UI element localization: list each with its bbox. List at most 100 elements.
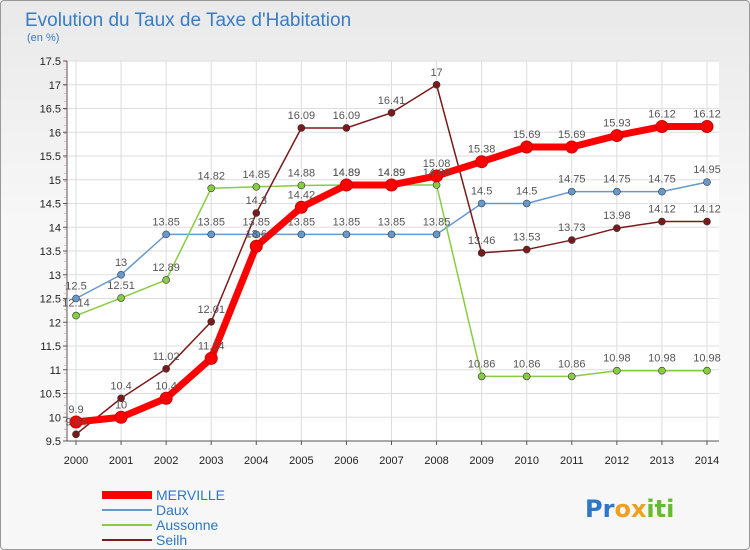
data-label: 16.09: [288, 110, 316, 122]
data-point-aussonne: [297, 181, 306, 190]
data-point-merville: [565, 140, 579, 154]
data-point-seilh: [658, 217, 666, 226]
x-tick-label: 2004: [244, 455, 268, 467]
data-point-daux: [387, 230, 396, 239]
data-point-merville: [69, 415, 83, 429]
data-label: 14.88: [288, 167, 316, 179]
data-label: 13.73: [558, 222, 586, 234]
data-label: 15.38: [468, 144, 496, 156]
logo-letter: o: [614, 495, 631, 523]
series-lines: [69, 80, 714, 439]
data-point-seilh: [613, 224, 621, 232]
data-point-seilh: [342, 124, 351, 132]
data-label: 14.75: [648, 174, 676, 186]
data-point-merville: [655, 120, 669, 134]
data-point-daux: [207, 230, 216, 239]
y-tick-label: 16.5: [40, 104, 61, 116]
data-point-merville: [700, 120, 714, 134]
data-label: 16.12: [693, 109, 721, 121]
data-label: 14.82: [197, 170, 225, 182]
logo-letter: i: [646, 495, 654, 523]
data-point-merville: [249, 239, 263, 253]
data-point-seilh: [703, 217, 711, 226]
x-tick-label: 2012: [605, 455, 629, 467]
data-label: 13.98: [603, 210, 631, 222]
grid: [67, 60, 719, 442]
data-point-merville: [159, 391, 173, 405]
logo-letter: i: [666, 495, 674, 523]
series-daux: [72, 178, 711, 303]
data-point-daux: [72, 294, 80, 303]
y-tick-label: 15.5: [40, 151, 61, 163]
y-tick-label: 11.5: [40, 341, 61, 353]
legend-label-aussonne: Aussonne: [156, 517, 218, 533]
data-label: 12.14: [62, 298, 90, 310]
data-point-daux: [432, 230, 441, 239]
data-point-merville: [114, 410, 128, 424]
data-label: 15.69: [513, 129, 541, 141]
x-tick-label: 2014: [695, 455, 719, 467]
data-label: 10.98: [648, 353, 676, 365]
data-label: 14.3: [246, 195, 267, 207]
x-tick-label: 2005: [289, 455, 313, 467]
data-label: 10.86: [513, 358, 541, 370]
data-point-merville: [385, 178, 398, 192]
data-point-aussonne: [432, 181, 441, 189]
data-label: 13.6: [246, 228, 267, 240]
data-label: 15.93: [603, 118, 631, 130]
data-point-daux: [162, 230, 170, 239]
data-point-aussonne: [72, 311, 80, 320]
data-point-seilh: [162, 364, 170, 373]
data-point-aussonne: [252, 183, 261, 191]
logo-letter: P: [585, 495, 603, 523]
data-label: 13.85: [197, 216, 225, 228]
data-point-daux: [477, 199, 486, 208]
x-tick-label: 2002: [154, 455, 178, 467]
data-point-seilh: [72, 430, 80, 439]
x-tick-label: 2011: [560, 455, 584, 467]
data-label: 13.53: [513, 232, 541, 244]
data-label: 16.12: [648, 109, 676, 121]
y-tick-label: 12: [49, 317, 61, 329]
data-label: 14.5: [471, 186, 492, 198]
y-tick-label: 14.5: [40, 199, 61, 211]
data-point-seilh: [522, 245, 531, 254]
logo-letter: x: [631, 495, 647, 523]
data-point-daux: [342, 230, 351, 239]
data-label: 14.12: [693, 204, 721, 216]
data-label: 10.98: [603, 353, 631, 365]
data-point-aussonne: [613, 366, 621, 375]
y-tick-label: 15: [49, 175, 61, 187]
y-tick-label: 17: [49, 80, 61, 92]
data-point-seilh: [207, 317, 216, 326]
data-label: 12.89: [152, 262, 180, 274]
data-point-daux: [703, 178, 711, 186]
y-tick-label: 13: [49, 270, 61, 282]
y-tick-label: 10.5: [40, 389, 61, 401]
data-point-seilh: [387, 108, 396, 117]
data-point-merville: [339, 178, 353, 192]
legend-label-merville: MERVILLE: [156, 487, 225, 503]
data-label: 16.41: [378, 95, 406, 107]
data-point-seilh: [432, 80, 441, 89]
data-point-aussonne: [522, 372, 531, 381]
data-label: 13.85: [333, 216, 361, 228]
data-label: 13: [115, 257, 127, 269]
data-point-aussonne: [207, 184, 216, 193]
data-label: 14.75: [603, 174, 631, 186]
y-tick-label: 16: [49, 127, 61, 139]
data-point-aussonne: [658, 366, 666, 375]
data-point-aussonne: [117, 294, 125, 302]
data-label: 13.85: [243, 216, 271, 228]
data-point-aussonne: [162, 276, 170, 284]
x-tick-label: 2009: [469, 455, 493, 467]
data-label: 12.01: [197, 304, 225, 316]
data-point-daux: [658, 187, 666, 196]
y-tick-label: 17.5: [40, 56, 61, 68]
proxiti-logo: Proxiti: [585, 495, 674, 523]
y-tick-label: 12.5: [40, 294, 61, 306]
x-tick-label: 2007: [379, 455, 403, 467]
